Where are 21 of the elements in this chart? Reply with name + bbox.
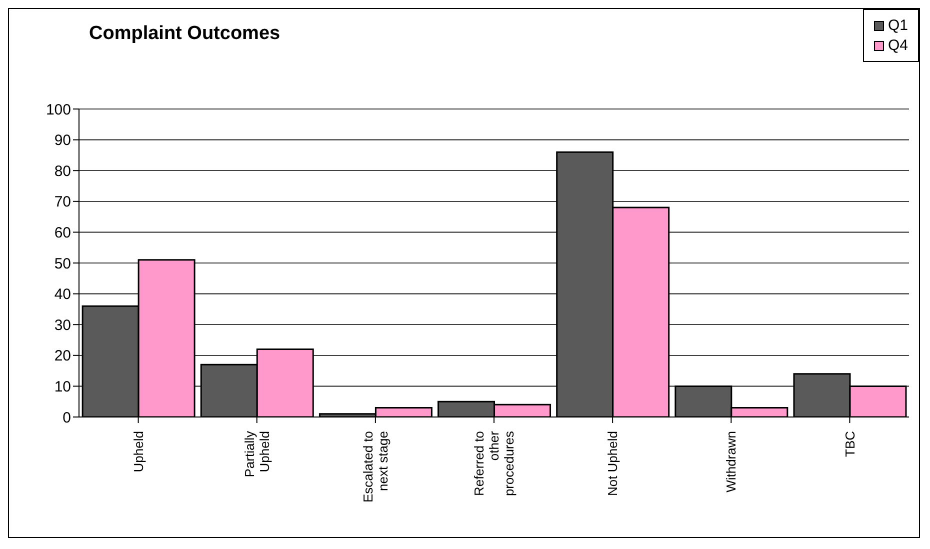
y-tick-label: 10 [54, 378, 71, 396]
y-tick-label: 0 [62, 409, 71, 426]
x-tick-label: Partially Upheld [242, 430, 272, 478]
y-tick-label: 60 [54, 224, 71, 242]
y-tick-label: 30 [54, 316, 71, 334]
legend-label: Q1 [888, 17, 908, 34]
y-tick-label: 100 [46, 101, 71, 118]
y-tick-label: 40 [54, 286, 71, 304]
chart-title: Complaint Outcomes [89, 23, 280, 45]
x-tick-label: Escalated to next stage [360, 431, 390, 503]
y-tick-label: 20 [54, 348, 71, 365]
y-tick-label: 90 [54, 132, 71, 150]
x-tick-label: TBC [842, 431, 858, 457]
legend-label: Q4 [888, 37, 908, 54]
y-tick-label: 80 [54, 162, 71, 180]
x-tick-label: Referred to other procedures [472, 430, 517, 496]
y-tick-label: 50 [54, 255, 71, 272]
y-tick-label: 70 [54, 194, 71, 211]
x-tick-label: Not Upheld [605, 431, 620, 496]
x-tick-label: Upheld [130, 431, 146, 472]
x-tick-label: Withdrawn [724, 431, 739, 492]
